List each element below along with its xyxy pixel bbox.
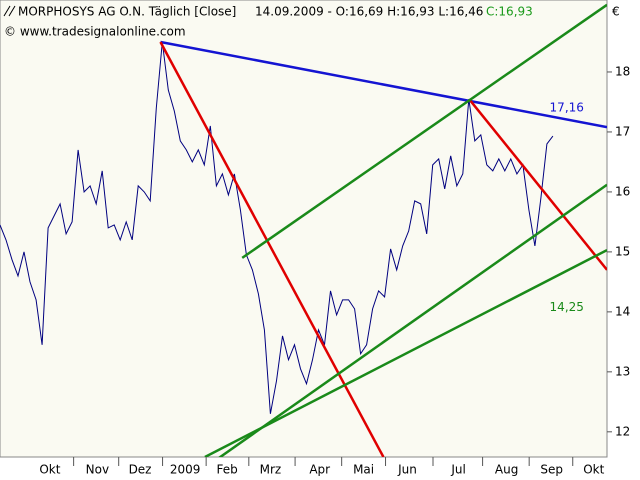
line-icon xyxy=(3,5,16,17)
x-tick-label: Jun xyxy=(397,463,417,477)
y-tick-label: 15 xyxy=(615,244,630,258)
x-tick-label: Okt xyxy=(39,463,60,477)
x-tick-label: Apr xyxy=(309,463,330,477)
x-tick-label: Nov xyxy=(86,463,109,477)
y-unit: € xyxy=(612,5,620,19)
annotation: 14,25 xyxy=(550,300,584,314)
x-tick-label: 2009 xyxy=(170,463,201,477)
y-tick-label: 14 xyxy=(615,304,630,318)
x-tick-label: Dez xyxy=(129,463,152,477)
x-tick-label: Mrz xyxy=(260,463,282,477)
x-tick-label: Jul xyxy=(450,463,465,477)
y-tick-label: 13 xyxy=(615,364,630,378)
trendline xyxy=(160,40,607,129)
trendline xyxy=(469,99,607,271)
y-tick-label: 18 xyxy=(615,64,630,78)
x-tick-label: Aug xyxy=(495,463,518,477)
price-line xyxy=(0,41,554,414)
chart-title: MORPHOSYS AG O.N. Täglich [Close] xyxy=(18,5,236,19)
subtitle: 14.09.2009 - O:16,69 H:16,93 L:16,46 xyxy=(255,5,483,19)
x-tick-label: Feb xyxy=(217,463,238,477)
annotation: 17,16 xyxy=(550,100,584,114)
source: © www.tradesignalonline.com xyxy=(4,25,186,39)
close-label: C:16,93 xyxy=(486,5,533,19)
trendline xyxy=(159,41,385,457)
x-tick-label: Mai xyxy=(353,463,374,477)
trendline xyxy=(241,3,607,259)
x-tick-label: Okt xyxy=(583,463,604,477)
y-tick-label: 16 xyxy=(615,184,630,198)
x-tick-label: Sep xyxy=(540,463,563,477)
trendline xyxy=(204,248,607,457)
trendline xyxy=(218,183,607,457)
y-tick-label: 12 xyxy=(615,424,630,438)
plot xyxy=(0,3,607,457)
y-tick-label: 17 xyxy=(615,124,630,138)
